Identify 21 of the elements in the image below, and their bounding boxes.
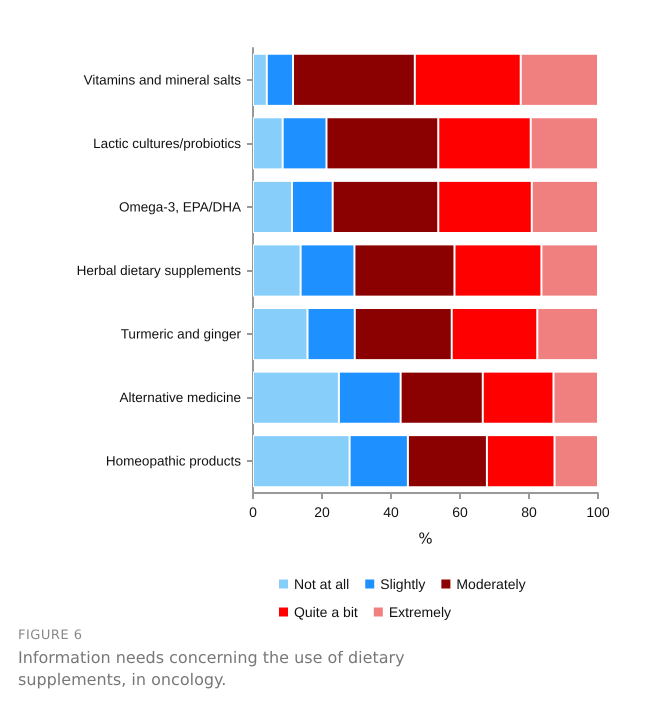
text: Information needs concerning the use of dietary supplements, in oncology. <box>18 647 406 690</box>
x-tick-label: 60 <box>452 504 468 520</box>
legend-label: Quite a bit <box>294 604 358 620</box>
x-tick-label: 80 <box>521 504 537 520</box>
x-tick-label: 40 <box>383 504 399 520</box>
x-tick-label: 0 <box>249 504 258 520</box>
legend-label: Extremely <box>388 604 452 620</box>
y-tick-label: Homeopathic products <box>106 454 242 469</box>
x-tick-label: 20 <box>314 504 330 520</box>
caption: FIGURE 6 <box>18 628 84 643</box>
x-tick-label: 100 <box>586 504 610 520</box>
y-tick-label: Herbal dietary supplements <box>76 263 242 278</box>
legend-label: Not at all <box>294 576 350 592</box>
legend-label: Moderately <box>456 576 526 592</box>
y-tick-label: Omega-3, EPA/DHA <box>118 199 241 214</box>
y-tick-label: Alternative medicine <box>119 390 241 406</box>
y-tick-label: Lactic cultures/probiotics <box>93 136 242 151</box>
y-tick-label: Turmeric and ginger <box>120 326 242 342</box>
legend-label: Slightly <box>380 576 426 592</box>
x-axis-title: % <box>418 530 433 548</box>
y-tick-label: Vitamins and mineral salts <box>84 72 242 88</box>
